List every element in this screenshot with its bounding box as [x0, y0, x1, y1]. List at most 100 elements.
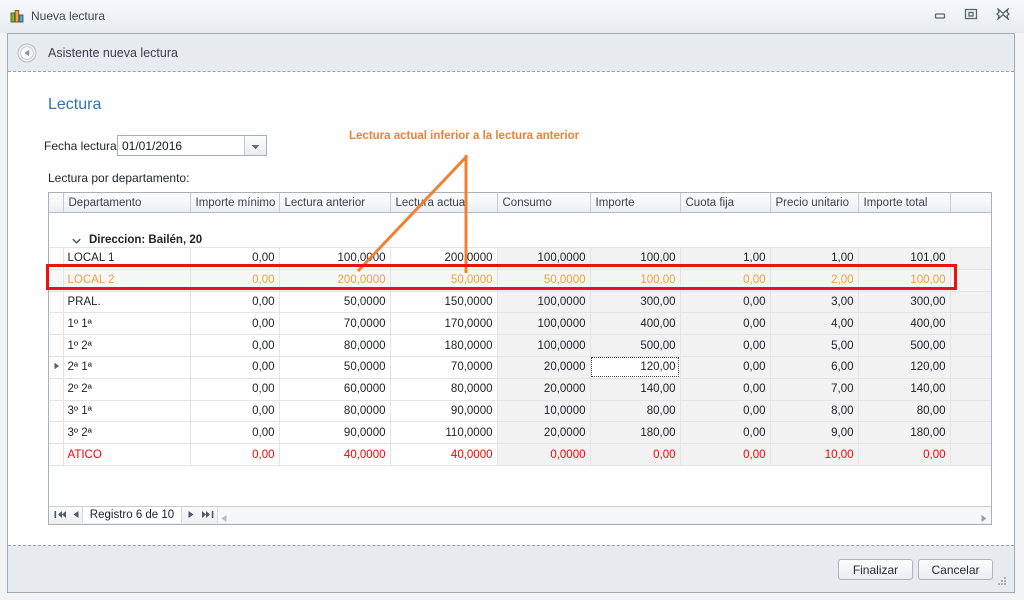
cell-value[interactable]: 50,0000 — [390, 269, 498, 292]
cell-value[interactable]: 0,00 — [680, 356, 771, 379]
scroll-left-icon[interactable] — [220, 510, 228, 524]
row-indicator[interactable] — [49, 312, 64, 336]
column-header[interactable] — [950, 193, 991, 213]
cell-value[interactable]: 100,0000 — [279, 247, 391, 270]
row-indicator[interactable] — [49, 378, 64, 401]
cell-value[interactable]: 100,00 — [590, 247, 681, 270]
column-header[interactable]: Importe mínimo — [190, 193, 280, 213]
cell-value[interactable]: 0,00 — [190, 400, 280, 423]
table-row[interactable]: PRAL. 0,00 50,0000 150,0000 100,0000 300,00 0,… — [49, 291, 991, 314]
minimize-button[interactable] — [929, 7, 951, 25]
row-indicator[interactable] — [49, 291, 64, 314]
cell-value[interactable]: 1,00 — [680, 247, 771, 270]
cell-value[interactable]: 0,00 — [858, 443, 951, 466]
cell-value[interactable]: 150,0000 — [390, 291, 498, 314]
cell-value[interactable]: 170,0000 — [390, 312, 498, 336]
cell-value[interactable]: 0,00 — [190, 356, 280, 379]
column-header[interactable]: Importe total — [858, 193, 951, 213]
column-header[interactable] — [466, 193, 498, 213]
cell-value[interactable]: 3,00 — [770, 291, 859, 314]
cell-value[interactable]: 10,0000 — [497, 400, 591, 423]
cell-value[interactable]: 40,0000 — [390, 443, 498, 466]
horizontal-scrollbar[interactable] — [217, 507, 991, 523]
cell-value[interactable]: 100,0000 — [497, 291, 591, 314]
cell-value[interactable]: 0,00 — [680, 378, 771, 401]
cell-value[interactable]: 4,00 — [770, 312, 859, 336]
row-indicator[interactable] — [49, 247, 64, 270]
row-indicator[interactable] — [49, 334, 64, 357]
row-indicator[interactable] — [49, 269, 64, 292]
table-row[interactable]: 3º 1ª 0,00 80,0000 90,0000 10,0000 80,00 0,00 8… — [49, 400, 991, 423]
grid-header[interactable]: Departamento Importe mínimo Lectura anteri… — [49, 193, 991, 213]
previous-record-button[interactable] — [70, 507, 82, 523]
cell-value[interactable]: 80,0000 — [279, 334, 391, 357]
grid-body[interactable]: Direccion: Bailén, 20 LOCAL 1 0,00 100,0000… — [49, 212, 991, 466]
close-button[interactable] — [992, 7, 1014, 25]
cell-value[interactable]: 50,0000 — [279, 356, 391, 379]
finish-button[interactable]: Finalizar — [838, 559, 913, 580]
cell-value[interactable]: 0,00 — [190, 378, 280, 401]
cell-value[interactable]: 2,00 — [770, 269, 859, 292]
restore-button[interactable] — [960, 7, 982, 25]
column-header[interactable]: Lectura actual — [390, 193, 467, 213]
cell-value[interactable]: 5,00 — [770, 334, 859, 357]
cell-value[interactable]: 100,0000 — [497, 334, 591, 357]
table-row[interactable]: LOCAL 1 0,00 100,0000 200,0000 100,0000 100,0… — [49, 247, 991, 270]
cell-value[interactable]: 0,00 — [190, 291, 280, 314]
table-row[interactable]: ATICO 0,00 40,0000 40,0000 0,0000 0,00 0,00 10,… — [49, 443, 991, 466]
cell-value[interactable]: 120,00 — [590, 356, 681, 379]
next-record-button[interactable] — [185, 507, 197, 523]
cell-value[interactable]: 50,0000 — [279, 291, 391, 314]
column-header[interactable]: Departamento — [63, 193, 191, 213]
cell-value[interactable]: 90,0000 — [279, 421, 391, 445]
chevron-down-icon[interactable] — [72, 235, 81, 247]
cell-value[interactable]: 40,0000 — [279, 443, 391, 466]
cell-value[interactable]: 0,00 — [190, 421, 280, 445]
back-button[interactable] — [17, 43, 37, 63]
cell-departamento[interactable]: 1º 2ª — [63, 334, 191, 357]
cell-value[interactable]: 0,00 — [680, 443, 771, 466]
table-row[interactable]: 1º 2ª 0,00 80,0000 180,0000 100,0000 500,00 0,… — [49, 334, 991, 357]
cell-departamento[interactable]: PRAL. — [63, 291, 191, 314]
cell-value[interactable]: 80,00 — [590, 400, 681, 423]
cell-value[interactable]: 0,00 — [680, 269, 771, 292]
cell-value[interactable]: 0,00 — [680, 400, 771, 423]
reading-date-field[interactable]: 01/01/2016 — [117, 135, 267, 156]
group-row-cell[interactable]: Direccion: Bailén, 20 — [49, 232, 991, 248]
cell-value[interactable]: 20,0000 — [497, 378, 591, 401]
cell-departamento[interactable]: LOCAL 1 — [63, 247, 191, 270]
table-row[interactable]: LOCAL 2 0,00 200,0000 50,0000 50,0000 100,00 0… — [49, 269, 991, 292]
cell-departamento[interactable]: 2ª 1ª — [63, 356, 191, 379]
cell-value[interactable]: 0,00 — [190, 312, 280, 336]
column-header[interactable]: Cuota fija — [680, 193, 771, 213]
cell-value[interactable]: 20,0000 — [497, 421, 591, 445]
cell-value[interactable]: 80,0000 — [279, 400, 391, 423]
resize-grip-icon[interactable] — [996, 574, 1008, 586]
cell-value[interactable]: 100,0000 — [497, 312, 591, 336]
cell-value[interactable]: 70,0000 — [279, 312, 391, 336]
column-header[interactable] — [49, 193, 64, 213]
cell-value[interactable]: 6,00 — [770, 356, 859, 379]
scroll-right-icon[interactable] — [980, 510, 988, 524]
first-record-button[interactable] — [53, 507, 67, 523]
cell-value[interactable]: 180,0000 — [390, 334, 498, 357]
cell-value[interactable]: 10,00 — [770, 443, 859, 466]
group-row[interactable]: Direccion: Bailén, 20 — [49, 232, 991, 248]
table-row[interactable]: 2º 2ª 0,00 60,0000 80,0000 20,0000 140,00 0,00… — [49, 378, 991, 401]
column-header[interactable]: Importe — [590, 193, 681, 213]
cell-value[interactable]: 500,00 — [590, 334, 681, 357]
cell-departamento[interactable]: ATICO — [63, 443, 191, 466]
cell-value[interactable]: 7,00 — [770, 378, 859, 401]
cell-value[interactable]: 1,00 — [770, 247, 859, 270]
cell-departamento[interactable]: 1º 1ª — [63, 312, 191, 336]
table-row[interactable]: 2ª 1ª 0,00 50,0000 70,0000 20,0000 120,00 0,00… — [49, 356, 991, 379]
cell-value[interactable]: 0,00 — [190, 269, 280, 292]
table-row[interactable]: 1º 1ª 0,00 70,0000 170,0000 100,0000 400,00 0,… — [49, 312, 991, 336]
cell-value[interactable]: 400,00 — [858, 312, 951, 336]
cell-value[interactable]: 100,00 — [858, 269, 951, 292]
cell-value[interactable]: 0,00 — [190, 334, 280, 357]
cell-value[interactable]: 20,0000 — [497, 356, 591, 379]
cell-value[interactable]: 80,0000 — [390, 378, 498, 401]
row-indicator[interactable] — [49, 400, 64, 423]
cell-value[interactable]: 101,00 — [858, 247, 951, 270]
